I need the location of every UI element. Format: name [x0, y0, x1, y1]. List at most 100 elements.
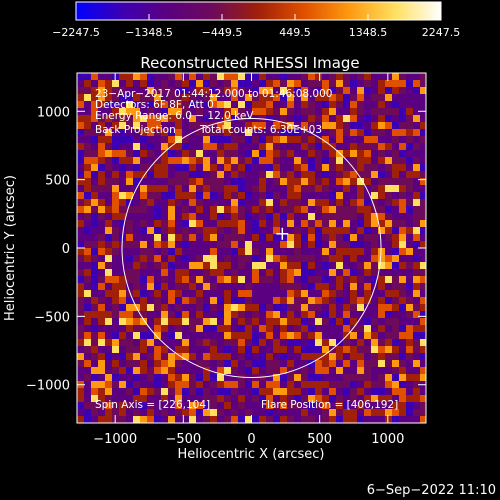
heatmap-cell: [231, 108, 238, 115]
heatmap-cell: [217, 332, 224, 339]
heatmap-cell: [385, 171, 392, 178]
heatmap-cell: [196, 94, 203, 101]
heatmap-cell: [245, 101, 252, 108]
heatmap-cell: [133, 360, 140, 367]
heatmap-cell: [315, 241, 322, 248]
heatmap-cell: [308, 416, 315, 423]
heatmap-cell: [280, 150, 287, 157]
heatmap-cell: [161, 213, 168, 220]
heatmap-cell: [238, 346, 245, 353]
heatmap-cell: [77, 374, 84, 381]
heatmap-cell: [224, 283, 231, 290]
heatmap-cell: [140, 311, 147, 318]
heatmap-cell: [154, 248, 161, 255]
heatmap-cell: [406, 241, 413, 248]
heatmap-cell: [161, 325, 168, 332]
heatmap-cell: [392, 73, 399, 80]
heatmap-cell: [392, 115, 399, 122]
heatmap-cell: [420, 325, 426, 332]
heatmap-cell: [105, 73, 112, 80]
heatmap-cell: [217, 108, 224, 115]
heatmap-cell: [245, 206, 252, 213]
heatmap-cell: [238, 339, 245, 346]
heatmap-cell: [119, 381, 126, 388]
heatmap-cell: [91, 87, 98, 94]
heatmap-cell: [308, 206, 315, 213]
heatmap-cell: [189, 304, 196, 311]
heatmap-cell: [280, 395, 287, 402]
heatmap-cell: [350, 199, 357, 206]
heatmap-cell: [259, 136, 266, 143]
heatmap-cell: [182, 381, 189, 388]
heatmap-cell: [175, 192, 182, 199]
heatmap-cell: [392, 192, 399, 199]
heatmap-cell: [140, 290, 147, 297]
heatmap-cell: [91, 381, 98, 388]
heatmap-cell: [266, 409, 273, 416]
heatmap-cell: [168, 269, 175, 276]
heatmap-cell: [112, 164, 119, 171]
heatmap-cell: [252, 416, 259, 423]
heatmap-cell: [168, 311, 175, 318]
heatmap-cell: [294, 136, 301, 143]
heatmap-cell: [357, 157, 364, 164]
heatmap-cell: [154, 178, 161, 185]
heatmap-cell: [210, 80, 217, 87]
heatmap-cell: [259, 157, 266, 164]
heatmap-cell: [259, 367, 266, 374]
heatmap-cell: [224, 87, 231, 94]
heatmap-cell: [385, 150, 392, 157]
heatmap-cell: [77, 367, 84, 374]
heatmap-cell: [371, 283, 378, 290]
heatmap-cell: [364, 255, 371, 262]
heatmap-cell: [168, 87, 175, 94]
heatmap-cell: [378, 122, 385, 129]
heatmap-cell: [406, 248, 413, 255]
heatmap-cell: [392, 143, 399, 150]
heatmap-cell: [315, 395, 322, 402]
heatmap-cell: [294, 157, 301, 164]
heatmap-cell: [245, 136, 252, 143]
heatmap-cell: [413, 381, 420, 388]
heatmap-cell: [287, 171, 294, 178]
heatmap-cell: [336, 416, 343, 423]
heatmap-cell: [385, 157, 392, 164]
heatmap-cell: [336, 213, 343, 220]
heatmap-cell: [364, 311, 371, 318]
heatmap-cell: [350, 192, 357, 199]
heatmap-cell: [336, 227, 343, 234]
heatmap-cell: [399, 227, 406, 234]
heatmap-cell: [322, 255, 329, 262]
heatmap-cell: [266, 381, 273, 388]
heatmap-cell: [406, 87, 413, 94]
heatmap-cell: [133, 220, 140, 227]
heatmap-cell: [329, 80, 336, 87]
heatmap-cell: [315, 262, 322, 269]
heatmap-cell: [126, 108, 133, 115]
heatmap-cell: [287, 108, 294, 115]
heatmap-cell: [147, 213, 154, 220]
heatmap-cell: [224, 157, 231, 164]
heatmap-cell: [385, 213, 392, 220]
heatmap-cell: [182, 150, 189, 157]
heatmap-cell: [147, 157, 154, 164]
heatmap-cell: [84, 381, 91, 388]
heatmap-cell: [98, 367, 105, 374]
heatmap-cell: [301, 199, 308, 206]
heatmap-cell: [259, 304, 266, 311]
heatmap-cell: [280, 248, 287, 255]
x-tick-label: 0: [247, 432, 255, 447]
heatmap-cell: [133, 80, 140, 87]
heatmap-cell: [336, 290, 343, 297]
heatmap-cell: [224, 297, 231, 304]
heatmap-cell: [406, 192, 413, 199]
heatmap-cell: [84, 276, 91, 283]
heatmap-cell: [371, 381, 378, 388]
heatmap-cell: [140, 367, 147, 374]
heatmap-cell: [371, 80, 378, 87]
heatmap-cell: [231, 150, 238, 157]
heatmap-cell: [322, 136, 329, 143]
heatmap-cell: [392, 213, 399, 220]
heatmap-cell: [406, 199, 413, 206]
